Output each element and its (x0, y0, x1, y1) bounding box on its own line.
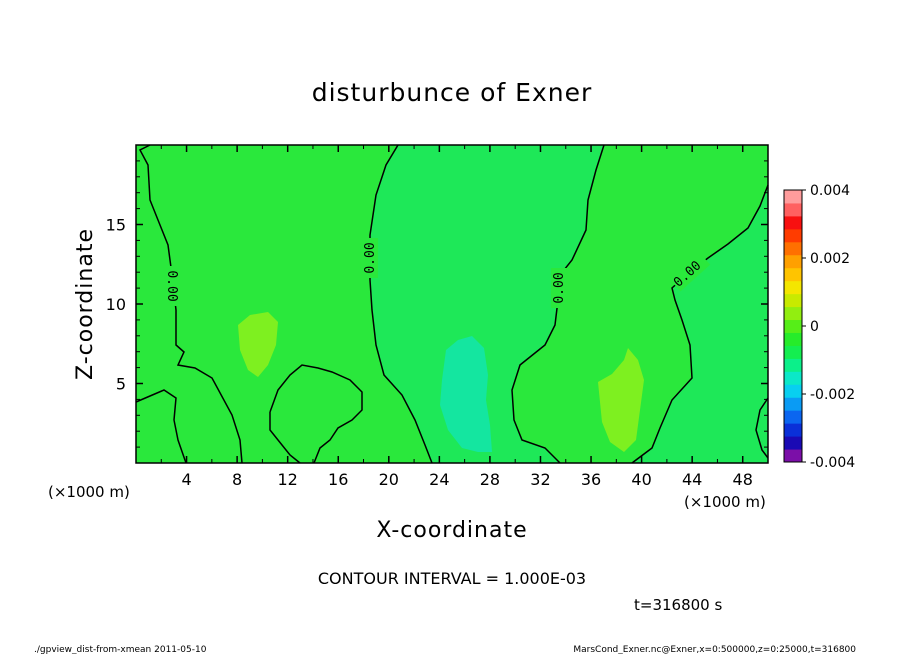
y-axis-title: Z-coordinate (73, 228, 98, 380)
contour-lines (135, 144, 769, 464)
contour-interval-text: CONTOUR INTERVAL = 1.000E-03 (318, 569, 586, 588)
x-tick-label: 12 (278, 470, 298, 489)
contour-line-5 (511, 144, 605, 464)
y-tick-label: 15 (106, 216, 126, 235)
colorbar-segment (784, 332, 802, 346)
x-tick-label: 20 (379, 470, 399, 489)
x-tick-label: 24 (429, 470, 449, 489)
colorbar-segment (784, 293, 802, 308)
x-tick-label: 32 (530, 470, 550, 489)
colorbar-tick-label: 0 (810, 319, 819, 335)
colorbar-segment (784, 345, 802, 359)
colorbar-segment (784, 254, 802, 269)
x-unit-left: (×1000 m) (48, 483, 130, 501)
colorbar (784, 190, 802, 463)
x-tick-label: 4 (181, 470, 191, 489)
contour-line-1 (138, 144, 243, 464)
x-tick-label: 36 (581, 470, 601, 489)
y-tick-label: 10 (106, 295, 126, 314)
colorbar-segment (784, 436, 802, 450)
colorbar-segment (784, 397, 802, 411)
left-zone-fill (136, 145, 242, 463)
colorbar-segment (784, 423, 802, 437)
colorbar-segment (784, 371, 802, 385)
y-tick-label: 5 (116, 375, 126, 394)
contour-label-3: 0.00 (552, 272, 567, 303)
blob-negative (440, 336, 492, 452)
chart-title: disturbunce of Exner (312, 78, 593, 107)
contour-line-7 (755, 397, 769, 459)
colorbar-segment (784, 267, 802, 282)
x-tick-label: 40 (631, 470, 651, 489)
x-tick-label: 44 (682, 470, 702, 489)
colorbar-ticks: 0.004 0.002 0 -0.002 -0.004 (802, 183, 855, 471)
colorbar-segment (784, 202, 802, 217)
colorbar-segment (784, 241, 802, 256)
footer-right: MarsCond_Exner.nc@Exner,x=0:500000,z=0:2… (573, 645, 856, 654)
footer-left: ./gpview_dist-from-xmean 2011-05-10 (34, 645, 207, 654)
x-axis-ticks: 4 8 12 16 20 24 28 32 36 40 44 48 (160, 145, 753, 489)
colorbar-segment (784, 228, 802, 243)
plot-area (136, 145, 768, 463)
x-tick-label: 8 (232, 470, 242, 489)
time-text: t=316800 s (634, 596, 722, 614)
x-axis-title: X-coordinate (376, 518, 527, 543)
center-left-zone-fill (140, 145, 432, 463)
colorbar-segment (784, 410, 802, 424)
x-tick-label: 28 (480, 470, 500, 489)
contour-line-6 (631, 184, 769, 464)
colorbar-tick-label: 0.004 (810, 183, 850, 199)
contour-label-2: 0.00 (363, 242, 378, 273)
colorbar-tick-label: -0.002 (810, 387, 855, 403)
blob-positive-1 (238, 312, 278, 377)
colorbar-tick-label: 0.002 (810, 251, 850, 267)
contour-label-1: 0.00 (164, 270, 179, 301)
contour-line-4 (369, 144, 433, 464)
colorbar-segment (784, 358, 802, 372)
x-tick-label: 16 (328, 470, 348, 489)
x-tick-label: 48 (733, 470, 753, 489)
contour-line-3 (269, 364, 363, 464)
colorbar-tick-label: -0.004 (810, 455, 855, 471)
colorbar-segment (784, 449, 802, 463)
colorbar-segment (784, 319, 802, 333)
x-unit-right: (×1000 m) (684, 493, 766, 511)
colorbar-segment (784, 215, 802, 230)
colorbar-segment (784, 306, 802, 321)
blob-positive-2 (598, 348, 644, 452)
colorbar-segment (784, 190, 802, 204)
contour-line-2 (135, 389, 187, 464)
center-right-zone-fill (512, 145, 768, 463)
colorbar-segment (784, 384, 802, 398)
colorbar-segment (784, 280, 802, 295)
y-axis-ticks: 5 10 15 (106, 160, 768, 448)
